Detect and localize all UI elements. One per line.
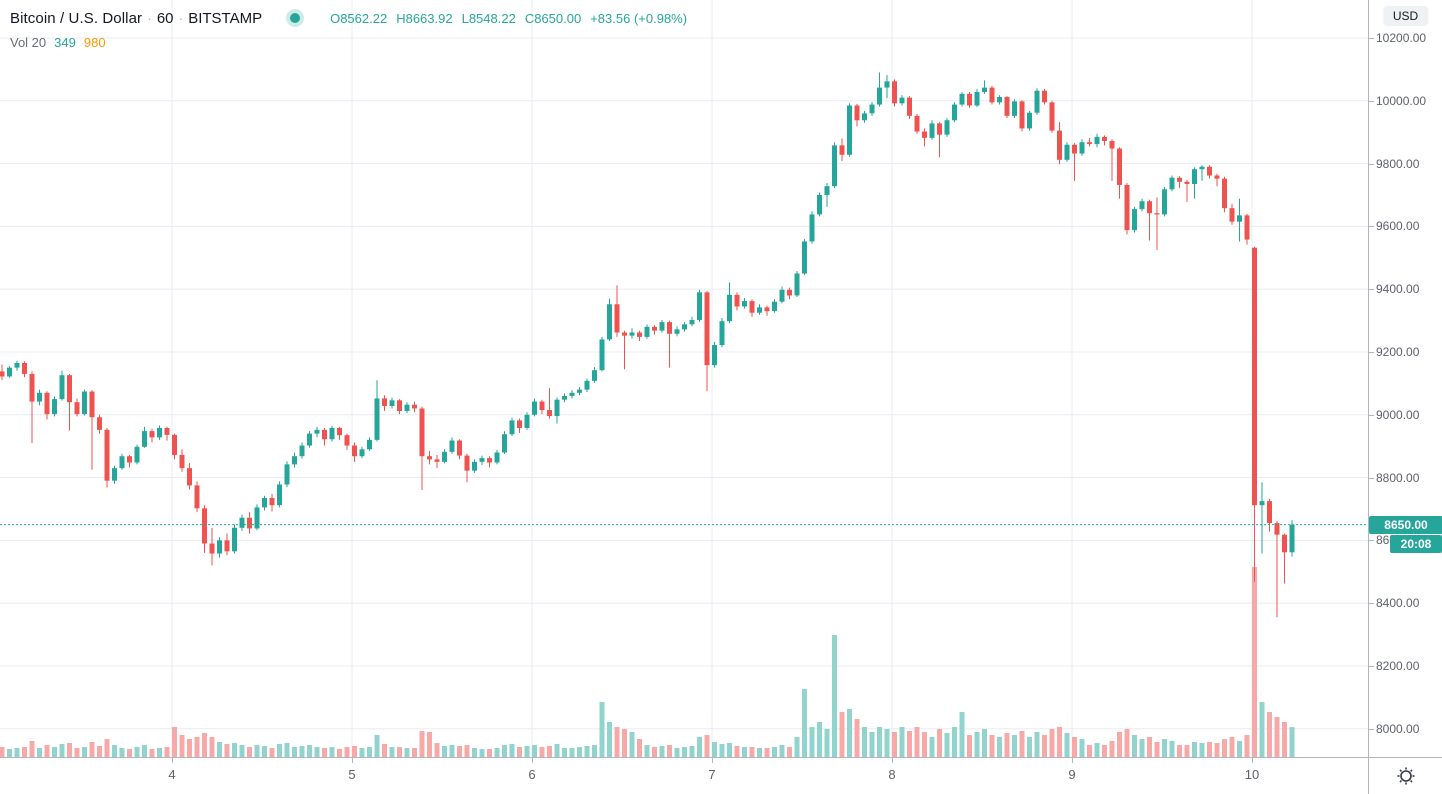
close-value: C8650.00 [524,10,582,26]
chart-legend: Bitcoin / U.S. Dollar · 60 · BITSTAMP O8… [10,6,696,52]
high-value: H8663.92 [396,10,453,26]
time-axis[interactable]: 4 5 6 7 8 9 10 [0,757,1368,794]
interval-label[interactable]: 60 [156,9,174,27]
gear-icon [1397,767,1414,785]
time-axis-label: 6 [528,767,536,782]
currency-toggle[interactable]: USD [1382,6,1429,26]
price-axis-label: 9800.00 [1376,156,1420,171]
market-status-icon[interactable] [290,13,301,23]
bar-countdown-badge: 20:08 [1390,534,1442,553]
time-axis-tick [712,758,714,763]
price-axis-label: 8800.00 [1376,470,1420,485]
low-value: L8548.22 [461,10,516,26]
price-axis-label: 8000.00 [1376,721,1420,736]
change-value: +83.56 (+0.98%) [590,10,688,26]
time-axis-tick [1072,758,1074,763]
price-axis-label: 9600.00 [1376,219,1420,234]
time-axis-tick [892,758,894,763]
price-axis[interactable]: USD 8650.00 20:08 10200.00 10000.00 9800.0… [1368,0,1442,757]
price-axis-tick [1369,728,1374,730]
price-axis-tick [1369,100,1374,102]
price-axis-tick [1369,351,1374,353]
time-axis-tick [172,758,174,763]
exchange-label[interactable]: BITSTAMP [188,9,263,27]
volume-indicator-label[interactable]: Vol 20 [10,34,47,50]
ohlc-values: O8562.22 H8663.92 L8548.22 C8650.00 +83.… [330,11,696,26]
candlestick-chart[interactable] [0,0,1368,757]
price-axis-label: 8400.00 [1376,596,1420,611]
time-axis-label: 8 [888,767,896,782]
price-axis-label: 10000.00 [1376,93,1427,108]
price-axis-tick [1369,226,1374,228]
price-axis-label: 8200.00 [1376,658,1420,673]
volume-indicator-row: Vol 20 349 980 [10,32,696,52]
legend-separator: · [178,10,184,26]
price-axis-tick [1369,540,1374,542]
time-axis-tick [1252,758,1254,763]
price-axis-label: 10200.00 [1376,30,1427,45]
time-axis-label: 4 [168,767,176,782]
time-axis-tick [532,758,534,763]
price-axis-tick [1369,163,1374,165]
symbol-title[interactable]: Bitcoin / U.S. Dollar [10,9,143,27]
price-axis-label: 9400.00 [1376,282,1420,297]
candles [0,72,1295,618]
price-chart-pane[interactable] [0,0,1368,757]
time-axis-label: 10 [1244,767,1260,782]
time-axis-label: 7 [708,767,716,782]
time-axis-settings-button[interactable] [1368,757,1442,794]
time-axis-tick [352,758,354,763]
price-axis-tick [1369,37,1374,39]
price-axis-tick [1369,665,1374,667]
last-price-badge: 8650.00 [1369,515,1442,534]
price-axis-label: 9200.00 [1376,344,1420,359]
open-value: O8562.22 [330,10,388,26]
time-axis-label: 9 [1068,767,1076,782]
grid-lines [0,0,1368,757]
volume-bars [0,567,1295,757]
price-axis-tick [1369,414,1374,416]
price-axis-tick [1369,289,1374,291]
time-axis-label: 5 [348,767,356,782]
volume-current-value: 349 [54,34,76,50]
legend-separator: · [147,10,152,26]
price-axis-label: 9000.00 [1376,407,1420,422]
price-axis-tick [1369,603,1374,605]
price-axis-tick [1369,477,1374,479]
volume-ma-value: 980 [83,34,106,50]
